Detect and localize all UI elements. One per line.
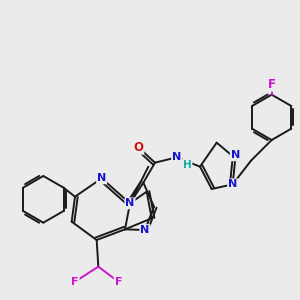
Text: F: F: [268, 78, 276, 91]
Text: F: F: [71, 277, 79, 287]
Text: N: N: [97, 173, 106, 183]
Text: N: N: [231, 150, 240, 160]
Text: O: O: [133, 141, 143, 154]
Text: N: N: [140, 225, 150, 235]
Text: N: N: [228, 179, 237, 189]
Text: H: H: [183, 160, 191, 170]
Text: F: F: [115, 277, 122, 287]
Text: N: N: [125, 198, 135, 208]
Text: N: N: [172, 152, 181, 162]
